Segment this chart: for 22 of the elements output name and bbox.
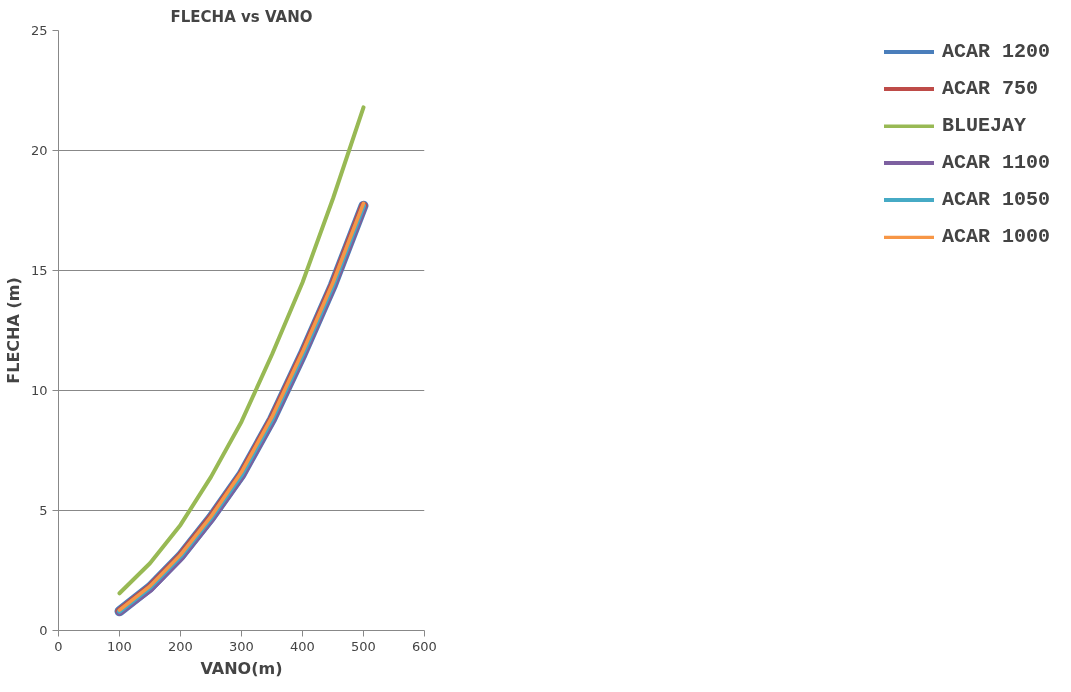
x-tick-label: 600 (412, 638, 437, 654)
x-axis-title: VANO(m) (200, 658, 283, 678)
y-tick-label: 15 (30, 263, 48, 278)
x-tick-label: 100 (107, 638, 132, 654)
x-tick-label: 500 (351, 638, 376, 654)
x-tick-label: 0 (54, 638, 63, 654)
y-tick-label: 5 (39, 503, 48, 518)
legend-label: BLUEJAY (941, 114, 1026, 137)
y-tick-label: 20 (30, 143, 48, 158)
x-tick-label: 200 (168, 638, 193, 654)
legend-label: ACAR 1200 (941, 40, 1050, 63)
legend-label: ACAR 1000 (941, 225, 1050, 248)
legend-label: ACAR 1050 (941, 188, 1050, 211)
y-tick-label: 10 (30, 383, 48, 398)
chart-title: FLECHA vs VANO (170, 7, 313, 26)
legend-label: ACAR 750 (941, 77, 1038, 100)
y-tick-label: 0 (39, 623, 48, 638)
y-axis-title: FLECHA (m) (3, 277, 23, 384)
y-tick-label: 25 (30, 23, 48, 38)
x-tick-label: 400 (290, 638, 315, 654)
legend-label: ACAR 1100 (941, 151, 1050, 174)
x-tick-label: 300 (229, 638, 254, 654)
